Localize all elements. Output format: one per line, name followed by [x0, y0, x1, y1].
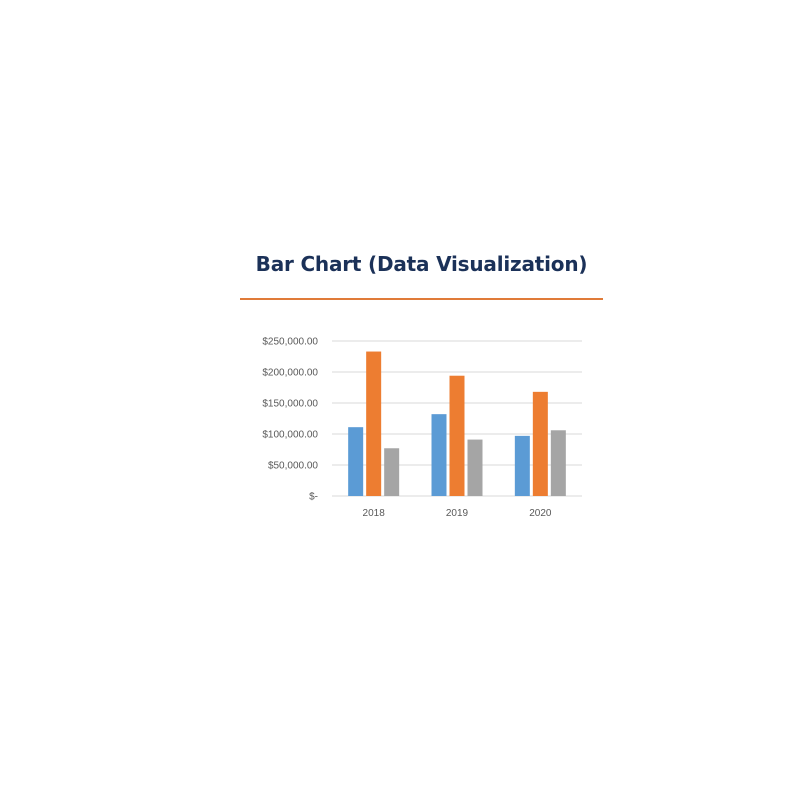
x-tick-label-2018: 2018 [363, 508, 386, 519]
bar-2018-series-2 [366, 351, 382, 496]
x-tick-label-2020: 2020 [529, 508, 552, 519]
x-axis-tick-labels: 2018 2019 2020 [363, 508, 552, 519]
y-tick-label: $150,000.00 [262, 399, 318, 410]
y-tick-label: $100,000.00 [262, 430, 318, 441]
bar-2020-series-2 [532, 391, 548, 496]
bar-2018-series-3 [384, 448, 400, 496]
bar-2018-series-1 [348, 427, 364, 496]
bar-2020-series-1 [514, 435, 530, 496]
bar-2019-series-3 [467, 439, 483, 496]
bar-2020-series-3 [550, 430, 566, 496]
bar-2019-series-2 [449, 375, 465, 496]
bars [348, 351, 566, 496]
bar-2019-series-1 [431, 414, 447, 496]
y-tick-label: $250,000.00 [262, 337, 318, 348]
x-tick-label-2019: 2019 [446, 508, 469, 519]
page-title: Bar Chart (Data Visualization) [255, 252, 588, 276]
y-tick-label: $200,000.00 [262, 368, 318, 379]
y-axis-tick-labels: $- $50,000.00 $100,000.00 $150,000.00 $200,0… [262, 337, 318, 503]
y-tick-label: $- [309, 492, 318, 503]
title-divider [240, 298, 603, 300]
y-tick-label: $50,000.00 [268, 461, 318, 472]
